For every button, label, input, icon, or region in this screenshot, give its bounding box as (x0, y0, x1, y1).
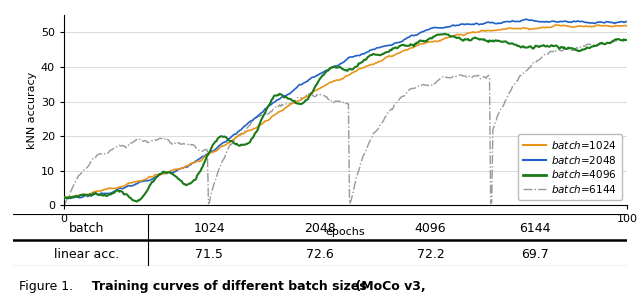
Text: 71.5: 71.5 (195, 248, 223, 261)
Text: 72.6: 72.6 (306, 248, 334, 261)
Text: batch: batch (69, 222, 104, 235)
Text: (MoCo v3,: (MoCo v3, (351, 280, 426, 294)
Text: 4096: 4096 (415, 222, 447, 235)
Text: 69.7: 69.7 (521, 248, 549, 261)
Y-axis label: kNN accuracy: kNN accuracy (27, 72, 36, 149)
X-axis label: epochs: epochs (326, 227, 365, 237)
Text: Training curves of different batch sizes: Training curves of different batch sizes (83, 280, 367, 294)
Text: 1024: 1024 (193, 222, 225, 235)
Text: linear acc.: linear acc. (54, 248, 119, 261)
Text: 72.2: 72.2 (417, 248, 444, 261)
Legend: $\it{batch}$=1024, $\it{batch}$=2048, $\it{batch}$=4096, $\it{batch}$=6144: $\it{batch}$=1024, $\it{batch}$=2048, $\… (518, 134, 622, 200)
Text: 6144: 6144 (519, 222, 551, 235)
Text: Figure 1.: Figure 1. (19, 280, 73, 294)
Text: 2048: 2048 (304, 222, 336, 235)
